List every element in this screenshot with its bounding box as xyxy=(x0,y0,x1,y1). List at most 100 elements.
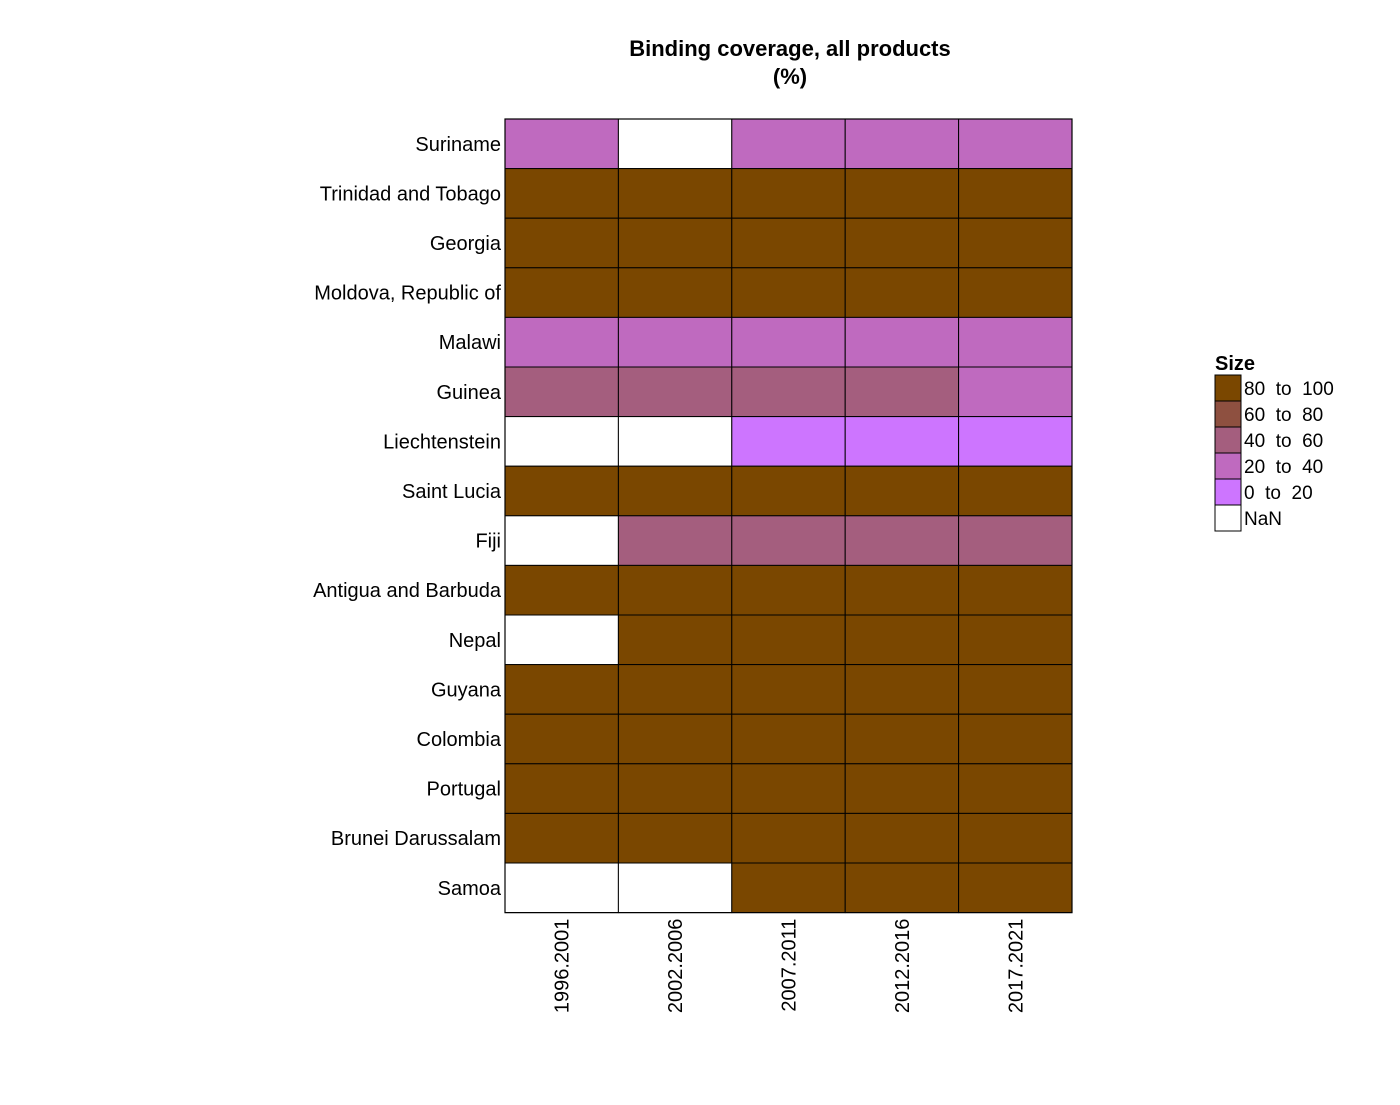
heatmap-cell xyxy=(504,366,619,418)
row-label: Nepal xyxy=(449,630,501,652)
heatmap-cell xyxy=(844,763,960,814)
chart-subtitle: (%) xyxy=(773,64,807,89)
heatmap-cell xyxy=(731,664,846,715)
heatmap-cell xyxy=(731,465,846,517)
row-label: Antigua and Barbuda xyxy=(313,580,502,602)
heatmap-cell xyxy=(731,515,846,566)
heatmap-cell xyxy=(731,118,846,170)
heatmap-cell xyxy=(844,217,960,269)
row-label: Colombia xyxy=(417,729,502,751)
heatmap-cell xyxy=(504,168,619,219)
heatmap-frame xyxy=(504,118,1073,914)
heatmap-cell xyxy=(504,515,619,566)
legend-swatch xyxy=(1214,504,1242,532)
row-label: Brunei Darussalam xyxy=(331,828,501,850)
heatmap-cell xyxy=(617,118,733,170)
heatmap-cell xyxy=(844,168,960,219)
heatmap-cell xyxy=(958,316,1073,368)
heatmap-cell xyxy=(617,366,733,418)
heatmap-cell xyxy=(958,416,1073,467)
heatmap-cell xyxy=(844,713,960,765)
row-label: Liechtenstein xyxy=(383,431,501,453)
heatmap-cell xyxy=(504,664,619,715)
heatmap-cell xyxy=(617,217,733,269)
heatmap-cell xyxy=(731,763,846,814)
column-label: 2007.2011 xyxy=(779,919,801,1012)
heatmap-cell xyxy=(958,763,1073,814)
heatmap-cell xyxy=(504,118,619,170)
heatmap-cell xyxy=(844,118,960,170)
heatmap-cell xyxy=(617,564,733,616)
heatmap-cell xyxy=(504,217,619,269)
legend-label: 0 to 20 xyxy=(1244,483,1313,504)
heatmap-cell xyxy=(731,614,846,666)
heatmap-cell xyxy=(504,316,619,368)
row-labels: Suriname Trinidad and Tobago Georgia Moldov… xyxy=(313,134,502,900)
row-label: Saint Lucia xyxy=(402,481,502,503)
row-label: Malawi xyxy=(439,332,501,354)
heatmap-cell xyxy=(958,217,1073,269)
heatmap-cell xyxy=(958,366,1073,418)
heatmap-cell xyxy=(504,614,619,666)
heatmap-cell xyxy=(504,465,619,517)
heatmap-cell xyxy=(504,564,619,616)
heatmap-cell xyxy=(844,614,960,666)
heatmap-cell xyxy=(617,713,733,765)
heatmap-cell xyxy=(844,316,960,368)
row-label: Trinidad and Tobago xyxy=(320,183,501,205)
legend-label: NaN xyxy=(1244,509,1282,530)
heatmap-cell xyxy=(844,862,960,914)
heatmap-cell xyxy=(504,713,619,765)
heatmap-cell xyxy=(731,862,846,914)
legend: Size 80 to 100 60 to 80 40 to 60 20 to 40 0 … xyxy=(1214,353,1334,532)
row-label: Moldova, Republic of xyxy=(314,283,501,305)
heatmap-cell xyxy=(504,763,619,814)
legend-swatch xyxy=(1214,426,1242,454)
heatmap-cell xyxy=(731,316,846,368)
heatmap-cell xyxy=(958,267,1073,318)
legend-label: 60 to 80 xyxy=(1244,405,1323,426)
heatmap-cell xyxy=(504,416,619,467)
heatmap-cell xyxy=(504,267,619,318)
heatmap-cell xyxy=(617,862,733,914)
heatmap-cell xyxy=(731,416,846,467)
heatmap-cell xyxy=(731,812,846,864)
legend-label: 80 to 100 xyxy=(1244,379,1334,400)
row-label: Guinea xyxy=(437,382,502,404)
row-label: Georgia xyxy=(430,233,502,255)
heatmap-cell xyxy=(844,515,960,566)
heatmap-cell xyxy=(617,168,733,219)
heatmap-cell xyxy=(958,862,1073,914)
legend-label: 40 to 60 xyxy=(1244,431,1323,452)
chart-title: Binding coverage, all products xyxy=(629,36,951,61)
heatmap-cell xyxy=(958,614,1073,666)
heatmap-cell xyxy=(617,515,733,566)
column-label: 2012.2016 xyxy=(892,919,914,1014)
legend-swatch xyxy=(1214,452,1242,480)
heatmap-cell xyxy=(731,168,846,219)
heatmap-cell xyxy=(958,118,1073,170)
heatmap-cell xyxy=(958,664,1073,715)
column-label: 2017.2021 xyxy=(1005,919,1027,1014)
heatmap-cell xyxy=(844,564,960,616)
heatmap-cell xyxy=(958,515,1073,566)
heatmap-cell xyxy=(504,862,619,914)
heatmap-cell xyxy=(844,416,960,467)
heatmap-cell xyxy=(958,812,1073,864)
heatmap-cell xyxy=(617,614,733,666)
heatmap-cells xyxy=(504,118,1073,914)
heatmap-cell xyxy=(617,812,733,864)
heatmap-cell xyxy=(617,465,733,517)
heatmap-cell xyxy=(958,713,1073,765)
heatmap-cell xyxy=(844,267,960,318)
heatmap-cell xyxy=(844,366,960,418)
heatmap-cell xyxy=(504,812,619,864)
heatmap-cell xyxy=(958,168,1073,219)
heatmap-cell xyxy=(617,267,733,318)
heatmap-cell xyxy=(617,763,733,814)
column-labels: 1996.2001 2002.2006 2007.2011 2012.2016 2017… xyxy=(552,919,1028,1014)
row-label: Suriname xyxy=(415,134,501,156)
column-label: 2002.2006 xyxy=(665,919,687,1014)
